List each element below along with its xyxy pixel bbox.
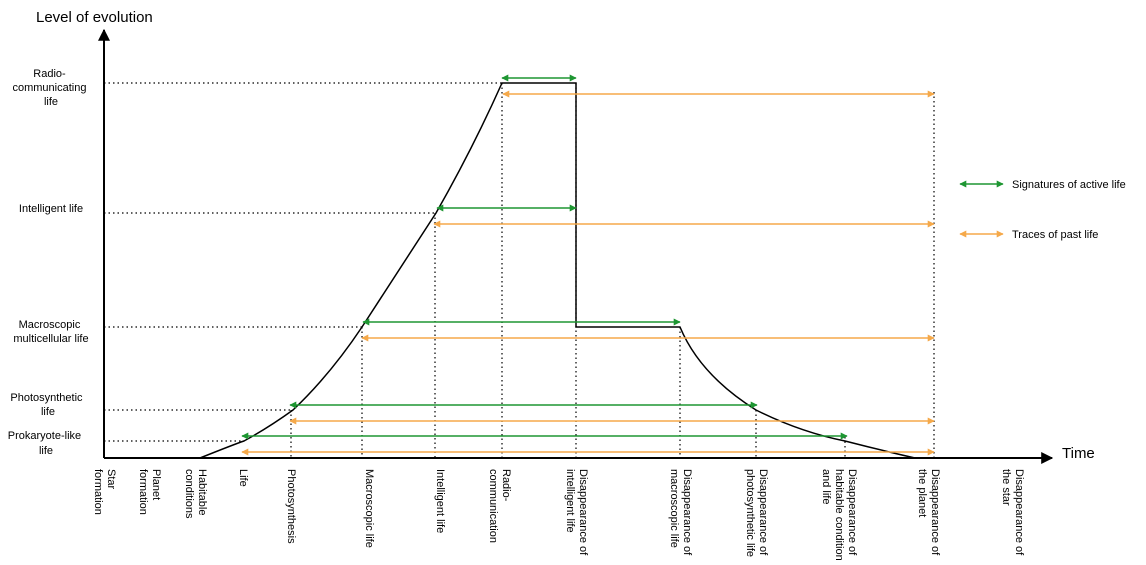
event-label-photosynthesis: Photosynthesis xyxy=(285,469,297,544)
event-label-habitable-conditions: Habitable conditions xyxy=(183,469,208,519)
event-label-intelligent-life: Intelligent life xyxy=(434,469,446,533)
level-label-prokaryote: Prokaryote-like life xyxy=(8,430,84,457)
event-label-life: Life xyxy=(237,469,249,487)
event-label-macroscopic-life: Macroscopic life xyxy=(363,469,375,548)
legend: Signatures of active life Traces of past… xyxy=(959,179,1126,241)
evolution-curve xyxy=(199,82,916,459)
y-axis-title: Level of evolution xyxy=(36,9,153,26)
x-axis-title: Time xyxy=(1062,445,1095,462)
event-guides xyxy=(290,83,935,458)
event-label-disappearance-macroscopic: Disappearance of macroscopic life xyxy=(668,469,693,558)
event-label-star-formation: Star formation xyxy=(92,469,117,515)
event-label-disappearance-photosynthetic: Disappearance of photosynthetic life xyxy=(744,469,769,558)
level-guides xyxy=(104,82,502,442)
past-life-arrows xyxy=(241,90,935,456)
legend-past-label: Traces of past life xyxy=(1012,229,1098,241)
event-labels: Star formation Planet formation Habitabl… xyxy=(92,469,1025,564)
level-label-macroscopic: Macroscopic multicellular life xyxy=(13,319,88,345)
event-label-disappearance-star: Disappearance of the star xyxy=(1000,469,1025,558)
event-label-radio-communication: Radio- communication xyxy=(487,469,512,543)
event-label-disappearance-planet: Disappearance of the planet xyxy=(916,469,941,558)
level-labels: Radio- communicating life Intelligent li… xyxy=(8,68,89,457)
level-label-photosynthetic: Photosynthetic life xyxy=(10,392,85,418)
level-label-intelligent: Intelligent life xyxy=(19,203,83,215)
active-life-arrows xyxy=(241,74,848,440)
event-label-disappearance-habitable: Disappearance of habitable condition and… xyxy=(820,469,858,564)
event-label-disappearance-intelligent: Disappearance of intelligent life xyxy=(564,469,589,558)
level-label-radio: Radio- communicating life xyxy=(12,68,89,108)
legend-active-label: Signatures of active life xyxy=(1012,179,1126,191)
event-label-planet-formation: Planet formation xyxy=(137,469,162,515)
